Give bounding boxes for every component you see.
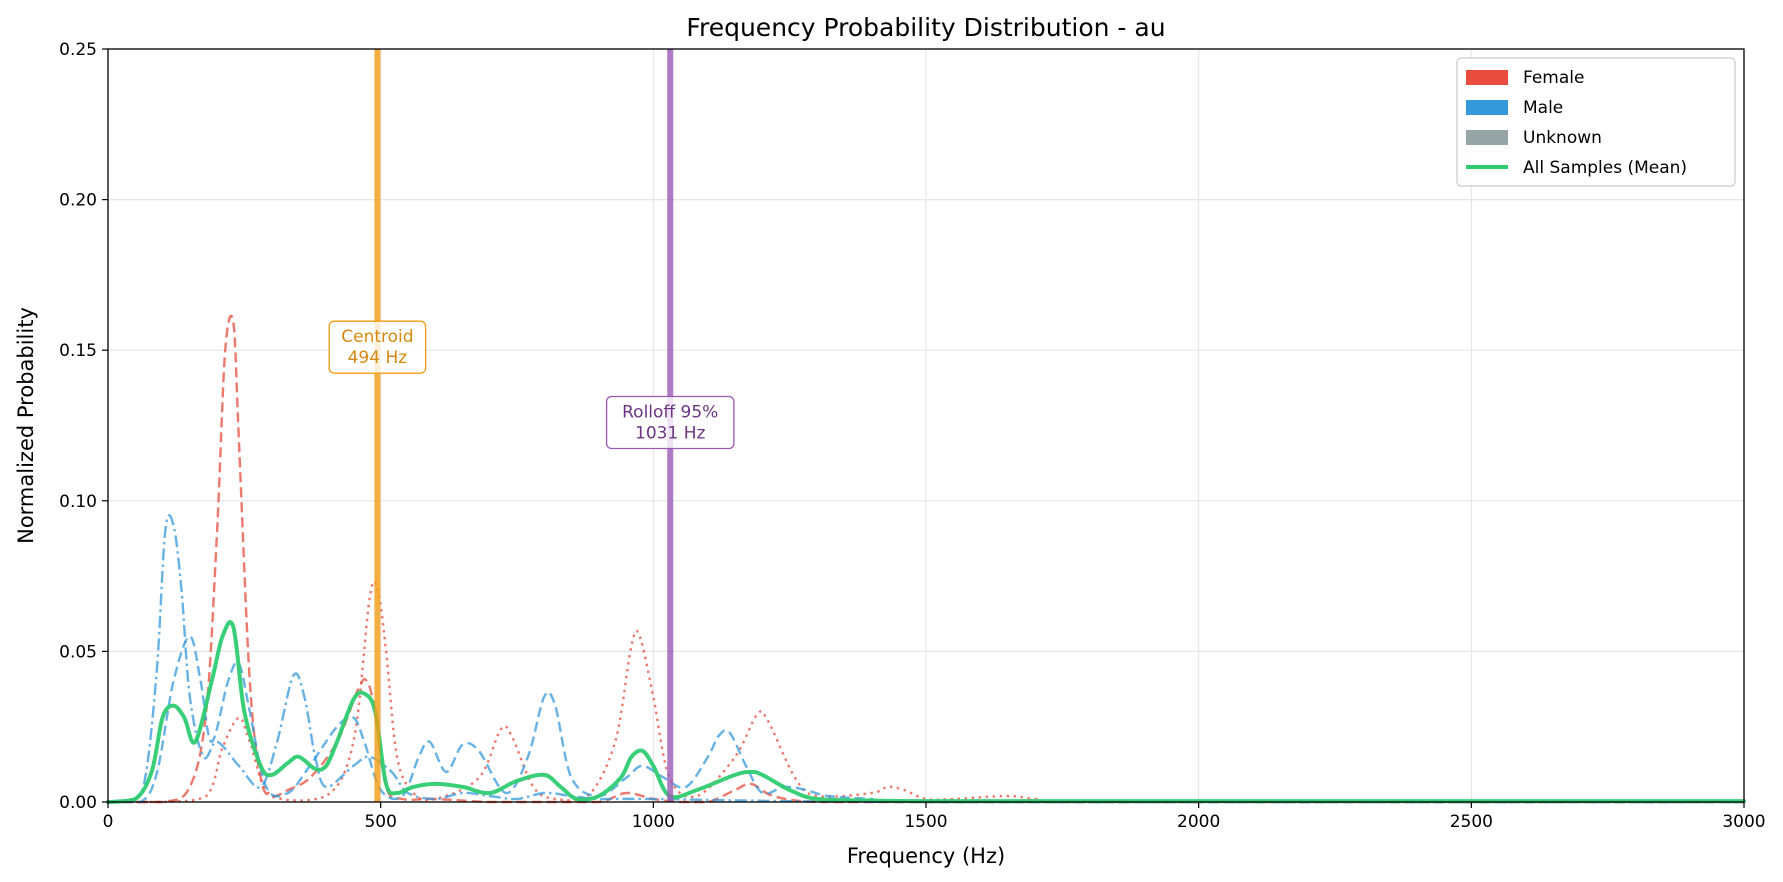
legend-item-male-swatch [1466, 100, 1508, 115]
y-axis-label: Normalized Probability [14, 307, 38, 544]
x-tick-label: 500 [364, 812, 396, 832]
chart-title: Frequency Probability Distribution - au [686, 13, 1165, 42]
y-tick-label: 0.10 [59, 492, 97, 512]
legend-item-female-label: Female [1523, 68, 1584, 88]
legend-item-unknown-label: Unknown [1523, 128, 1602, 148]
y-tick-label: 0.05 [59, 642, 97, 662]
rolloff-annotation-text: Rolloff 95% [622, 402, 718, 422]
y-tick-label: 0.15 [59, 341, 97, 361]
series-line-female-1 [108, 580, 1744, 804]
x-tick-label: 2500 [1450, 812, 1493, 832]
legend: Female Male Unknown All Samples (Mean) [1456, 57, 1736, 187]
centroid-annotation-text: 494 Hz [348, 348, 408, 368]
x-tick-label: 1000 [632, 812, 675, 832]
legend-item-male-label: Male [1523, 98, 1563, 118]
x-axis-label: Frequency (Hz) [847, 844, 1005, 868]
legend-item-all-samples-mean-label: All Samples (Mean) [1523, 158, 1687, 178]
rolloff-annotation-box [605, 395, 735, 450]
y-tick-label: 0.20 [59, 191, 97, 211]
x-axis-ticks: 0 500 1000 1500 2000 2500 3000 [103, 802, 1766, 832]
legend-box [1456, 57, 1736, 187]
centroid-annotation-text: Centroid [341, 327, 413, 347]
centroid-annotation-box [328, 320, 427, 374]
x-tick-label: 3000 [1722, 812, 1765, 832]
y-tick-label: 0.25 [59, 40, 97, 60]
x-tick-label: 0 [103, 812, 114, 832]
y-axis-ticks: 0.00 0.05 0.10 0.15 0.20 0.25 [59, 40, 108, 813]
series-line-male-3 [108, 635, 1744, 804]
series-line-mean [106, 620, 1746, 804]
x-tick-label: 2000 [1177, 812, 1220, 832]
x-tick-label: 1500 [904, 812, 947, 832]
legend-item-female-swatch [1466, 70, 1508, 85]
series-line-male-2 [107, 514, 1744, 804]
legend-item-unknown-swatch [1466, 130, 1508, 145]
rolloff-annotation-text: 1031 Hz [635, 423, 705, 443]
y-tick-label: 0.00 [59, 793, 97, 813]
